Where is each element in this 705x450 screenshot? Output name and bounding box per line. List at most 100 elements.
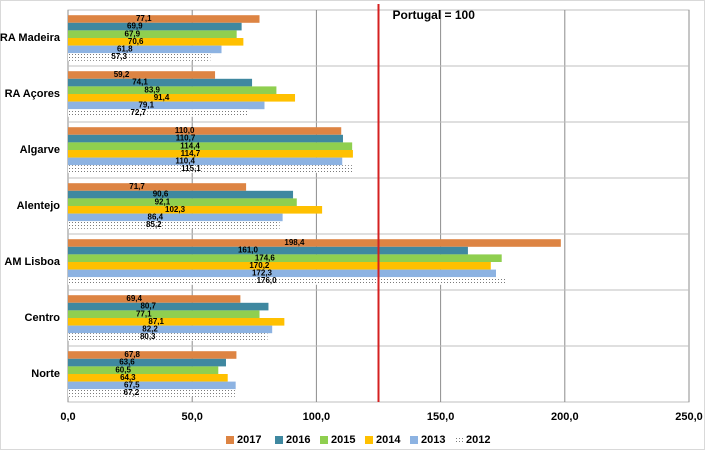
bar [68, 358, 226, 367]
bar [68, 30, 237, 38]
bar [68, 213, 283, 222]
value-label: 114,4 [180, 141, 200, 150]
bar [68, 127, 342, 135]
x-tick-label: 0,0 [60, 411, 75, 423]
value-label: 74,1 [132, 78, 148, 87]
value-label: 110,7 [176, 134, 196, 143]
bar [68, 310, 260, 318]
bar [68, 318, 285, 326]
value-label: 77,1 [136, 309, 152, 318]
value-label: 87,1 [148, 317, 164, 326]
x-tick-label: 100,0 [303, 411, 331, 423]
value-label: 72,7 [131, 108, 147, 117]
value-label: 110,4 [175, 157, 195, 166]
value-label: 71,7 [129, 182, 145, 191]
value-label: 85,2 [146, 220, 162, 229]
bar [68, 45, 222, 54]
bar [68, 374, 228, 382]
bar [68, 206, 323, 214]
bar [68, 325, 273, 334]
x-tick-label: 200,0 [551, 411, 579, 423]
y-tick-label: AM Lisboa [4, 256, 60, 268]
bar [68, 295, 241, 303]
bar [68, 134, 343, 143]
value-label: 83,9 [144, 85, 160, 94]
value-label: 110,0 [175, 126, 195, 135]
bar [68, 333, 268, 341]
bar [68, 277, 506, 285]
value-label: 91,4 [154, 93, 170, 102]
bar [68, 142, 353, 150]
x-tick-label: 50,0 [181, 411, 202, 423]
bar [68, 183, 247, 191]
bar [68, 15, 260, 23]
legend-swatch [410, 436, 418, 444]
legend-swatch [320, 436, 328, 444]
y-tick-label: Centro [25, 312, 61, 324]
value-label: 115,1 [181, 164, 201, 173]
value-label: 174,6 [255, 253, 276, 262]
bar [68, 94, 296, 102]
value-label: 57,3 [111, 52, 127, 61]
value-label: 67,9 [125, 29, 141, 38]
value-label: 176,0 [257, 276, 278, 285]
y-tick-label: RA Açores [5, 88, 60, 100]
value-label: 60,5 [115, 365, 131, 374]
x-tick-label: 250,0 [675, 411, 703, 423]
bar [68, 165, 354, 173]
y-tick-label: Alentejo [17, 200, 61, 212]
legend-swatch [275, 436, 283, 444]
x-tick-label: 150,0 [427, 411, 455, 423]
value-label: 172,3 [252, 269, 273, 278]
value-label: 67,5 [124, 381, 140, 390]
value-label: 80,7 [140, 302, 156, 311]
bar [68, 71, 216, 79]
legend-label: 2013 [421, 434, 445, 446]
legend-label: 2014 [376, 434, 401, 446]
legend-label: 2015 [331, 434, 355, 446]
value-label: 61,8 [117, 45, 133, 54]
bar [68, 86, 277, 94]
y-tick-label: Algarve [20, 144, 60, 156]
legend-swatch [365, 436, 373, 444]
value-label: 86,4 [148, 213, 164, 222]
value-label: 64,3 [120, 373, 136, 382]
legend-swatch [455, 436, 463, 444]
bar [68, 221, 280, 229]
bar [68, 366, 219, 374]
value-label: 82,2 [142, 325, 158, 334]
value-label: 79,1 [138, 101, 154, 110]
bar [68, 254, 502, 262]
value-label: 90,6 [153, 190, 169, 199]
value-label: 161,0 [238, 246, 259, 255]
value-label: 102,3 [165, 205, 186, 214]
bar [68, 190, 294, 199]
value-label: 63,6 [119, 358, 135, 367]
bar [68, 239, 561, 247]
y-tick-label: RA Madeira [0, 32, 61, 44]
bar [68, 109, 249, 117]
bar [68, 389, 235, 397]
bar [68, 262, 491, 270]
bar [68, 38, 244, 46]
value-label: 69,4 [126, 294, 142, 303]
bar [68, 22, 242, 31]
bar [68, 269, 496, 278]
bar [68, 302, 269, 311]
value-label: 80,3 [140, 332, 156, 341]
value-label: 70,6 [128, 37, 144, 46]
value-label: 67,8 [124, 350, 140, 359]
reference-label: Portugal = 100 [393, 8, 476, 22]
value-label: 170,2 [249, 261, 270, 270]
value-label: 69,9 [127, 22, 143, 31]
bar [68, 53, 211, 61]
bar [68, 351, 237, 359]
bar [68, 246, 468, 255]
value-label: 92,1 [155, 197, 171, 206]
bar [68, 150, 353, 158]
bar [68, 78, 253, 87]
y-tick-label: Norte [31, 368, 60, 380]
bar [68, 381, 236, 390]
value-label: 114,7 [181, 149, 201, 158]
